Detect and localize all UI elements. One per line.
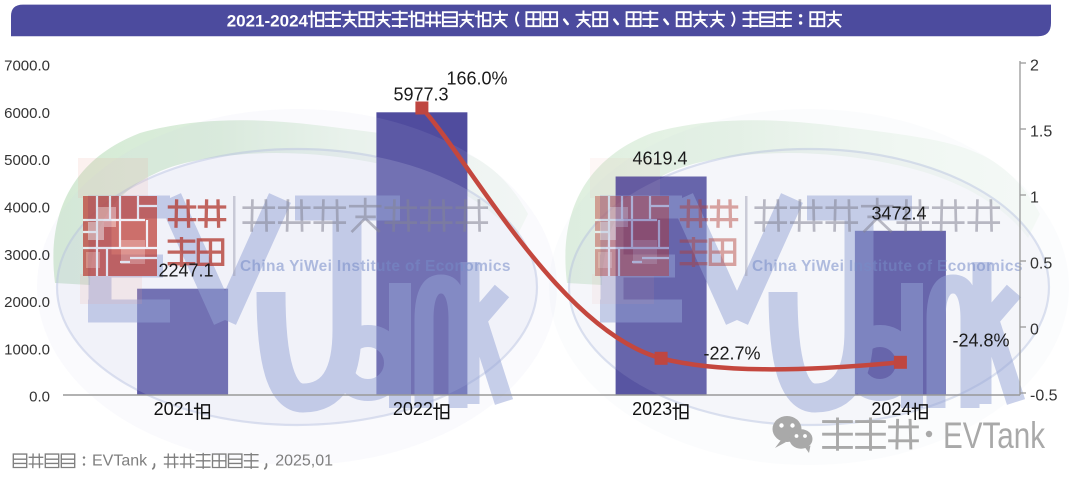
svg-text:China YiWei Institute of Econo: China YiWei Institute of Economics bbox=[752, 258, 1023, 275]
svg-text:2022: 2022 bbox=[393, 399, 433, 419]
svg-text:2021-2024: 2021-2024 bbox=[227, 12, 309, 31]
svg-text:4619.4: 4619.4 bbox=[632, 149, 687, 169]
svg-text:3472.4: 3472.4 bbox=[871, 204, 926, 224]
svg-text:1.5: 1.5 bbox=[1030, 123, 1052, 140]
svg-text:2021: 2021 bbox=[154, 399, 194, 419]
svg-text:-24.8%: -24.8% bbox=[952, 331, 1009, 351]
svg-text:4000.0: 4000.0 bbox=[4, 200, 50, 217]
svg-text:0.0: 0.0 bbox=[29, 389, 50, 406]
svg-text:166.0%: 166.0% bbox=[446, 69, 507, 89]
svg-text:5000.0: 5000.0 bbox=[4, 152, 50, 169]
svg-text:2000.0: 2000.0 bbox=[4, 294, 50, 311]
svg-text:0.5: 0.5 bbox=[1030, 255, 1052, 272]
svg-text:2247.1: 2247.1 bbox=[158, 261, 213, 281]
svg-text:1: 1 bbox=[1030, 189, 1039, 206]
svg-text:-22.7%: -22.7% bbox=[703, 344, 760, 364]
svg-text:2025,01: 2025,01 bbox=[275, 453, 333, 470]
svg-text:2: 2 bbox=[1030, 57, 1039, 74]
svg-text:7000.0: 7000.0 bbox=[4, 58, 50, 75]
svg-text:6000.0: 6000.0 bbox=[4, 105, 50, 122]
svg-text:-0.5: -0.5 bbox=[1030, 387, 1058, 404]
svg-text:EVTank: EVTank bbox=[92, 453, 148, 470]
svg-text:5977.3: 5977.3 bbox=[393, 85, 448, 105]
svg-text:EVTank: EVTank bbox=[943, 415, 1045, 456]
svg-text:3000.0: 3000.0 bbox=[4, 247, 50, 264]
svg-text:1000.0: 1000.0 bbox=[4, 341, 50, 358]
svg-text:2024: 2024 bbox=[871, 399, 911, 419]
svg-text:2023: 2023 bbox=[632, 399, 672, 419]
svg-text:0: 0 bbox=[1030, 321, 1039, 338]
svg-text:China YiWei Institute of Econo: China YiWei Institute of Economics bbox=[240, 258, 511, 275]
